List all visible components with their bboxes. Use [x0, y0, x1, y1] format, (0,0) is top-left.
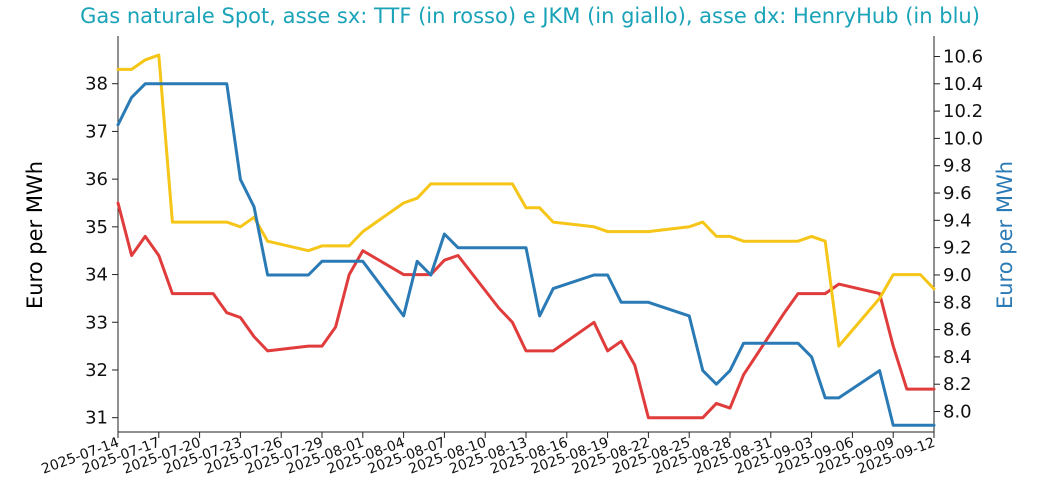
y-right-tick-label: 10.4 [943, 74, 983, 95]
y-left-tick-label: 36 [85, 169, 108, 190]
y-left-tick-label: 31 [85, 408, 108, 429]
y-right-tick-label: 8.4 [943, 347, 972, 368]
y-right-tick-label: 8.2 [943, 374, 972, 395]
y-left-tick-label: 32 [85, 360, 108, 381]
y-left-tick-label: 35 [85, 217, 108, 238]
y-left-tick-label: 38 [85, 74, 108, 95]
y-right-tick-label: 9.2 [943, 238, 972, 259]
axes: 31 32 33 34 35 36 37 38 8.0 8.2 8.4 8.6 8.8 9.0 9.2 9.4… [39, 36, 983, 478]
y-left-tick-label: 34 [85, 265, 108, 286]
y-right-tick-label: 9.6 [943, 183, 972, 204]
y-right-tick-label: 8.6 [943, 320, 972, 341]
y-left-tick-label: 37 [85, 121, 108, 142]
series-line-ttf [116, 201, 936, 420]
chart-title: Gas naturale Spot, asse sx: TTF (in ross… [80, 4, 980, 28]
y-right-tick-label: 10.0 [943, 128, 983, 149]
series-line-jkm [116, 53, 936, 348]
plot-lines [116, 53, 936, 427]
y-left-tick-label: 33 [85, 312, 108, 333]
y-right-tick-label: 8.8 [943, 292, 972, 313]
y-axis-right-title: Euro per MWh [993, 161, 1017, 309]
series-line-henryhub [116, 82, 936, 427]
y-right-tick-label: 10.6 [943, 46, 983, 67]
y-right-tick-label: 9.8 [943, 156, 972, 177]
y-axis-left-title: Euro per MWh [23, 161, 47, 309]
y-right-tick-label: 8.0 [943, 402, 972, 423]
y-right-tick-label: 9.0 [943, 265, 972, 286]
y-right-tick-label: 9.4 [943, 210, 972, 231]
y-right-tick-label: 10.2 [943, 101, 983, 122]
